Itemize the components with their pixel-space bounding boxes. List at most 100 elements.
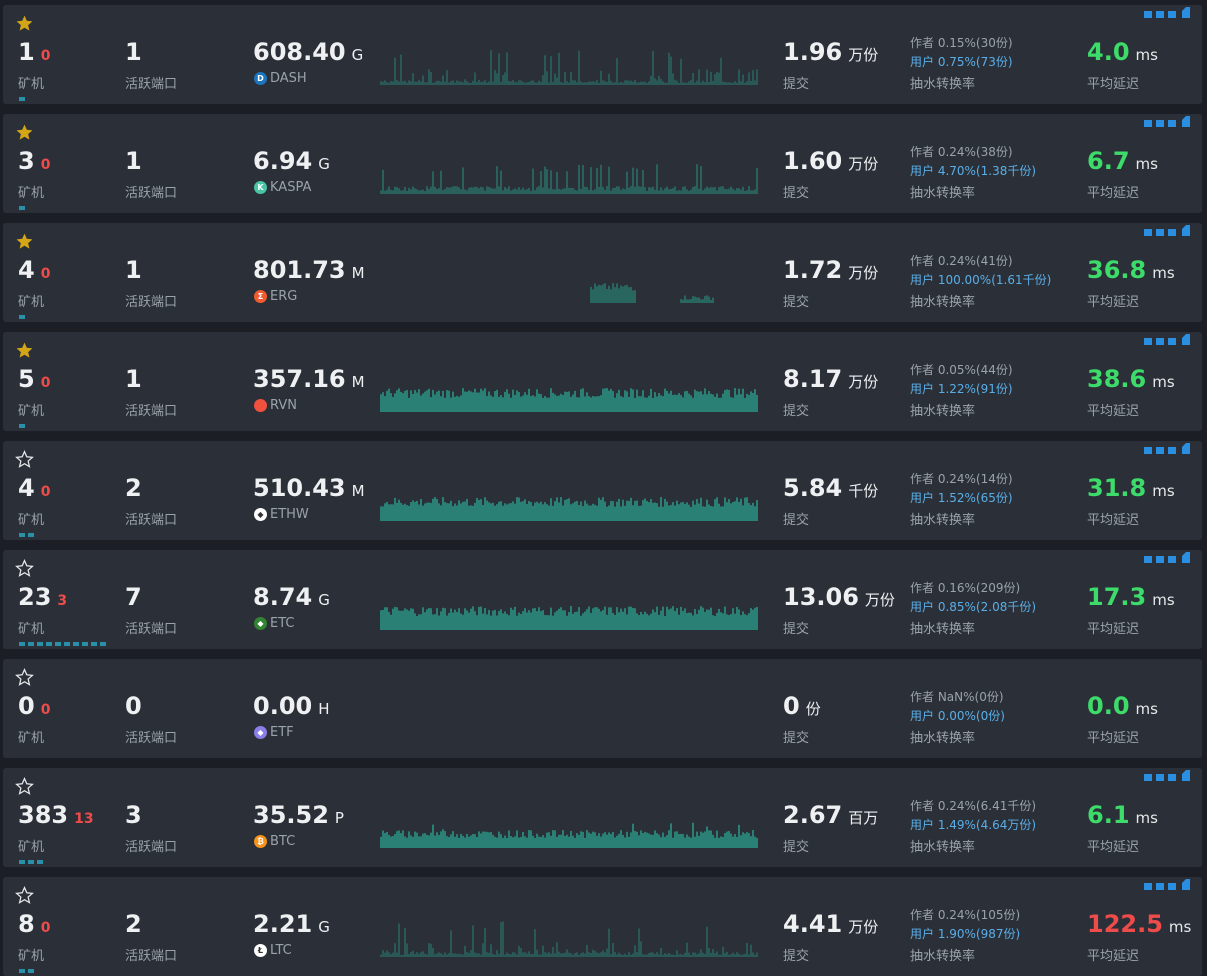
chart-bar bbox=[670, 390, 672, 412]
chart-bar bbox=[550, 498, 552, 521]
chart-bar bbox=[530, 954, 532, 957]
chart-bar bbox=[568, 612, 570, 630]
chart-bar bbox=[418, 504, 420, 521]
chart-bar bbox=[532, 608, 534, 630]
chart-bar bbox=[566, 171, 568, 194]
star-icon[interactable] bbox=[15, 559, 34, 578]
chart-bar bbox=[468, 390, 470, 412]
signal-icon bbox=[1144, 334, 1190, 345]
chart-bar bbox=[706, 186, 708, 194]
chart-bar bbox=[738, 388, 740, 412]
chart-bar bbox=[738, 609, 740, 630]
chart-bar bbox=[562, 188, 564, 194]
chart-bar bbox=[512, 952, 514, 957]
star-icon[interactable] bbox=[15, 886, 34, 905]
chart-bar bbox=[620, 82, 622, 85]
chart-bar bbox=[490, 944, 492, 957]
chart-bar bbox=[460, 503, 462, 521]
chart-bar bbox=[650, 388, 652, 412]
star-icon[interactable] bbox=[15, 450, 34, 469]
chart-bar bbox=[756, 952, 758, 957]
star-icon[interactable] bbox=[15, 232, 34, 251]
chart-bar bbox=[416, 832, 418, 848]
chart-bar bbox=[606, 948, 608, 957]
chart-bar bbox=[462, 614, 464, 630]
chart-bar bbox=[466, 391, 468, 412]
chart-bar bbox=[756, 69, 758, 85]
chart-bar bbox=[596, 80, 598, 85]
star-icon[interactable] bbox=[15, 777, 34, 796]
chart-bar bbox=[418, 954, 420, 957]
chart-bar bbox=[674, 505, 676, 521]
chart-bar bbox=[380, 506, 382, 521]
chart-bar bbox=[382, 392, 384, 412]
chart-bar bbox=[698, 69, 700, 85]
chart-bar bbox=[618, 833, 620, 848]
miner-bar bbox=[19, 424, 25, 428]
miner-dash bbox=[37, 642, 43, 646]
chart-bar bbox=[432, 389, 434, 412]
chart-bar bbox=[396, 186, 398, 194]
star-icon[interactable] bbox=[15, 14, 34, 33]
chart-bar bbox=[606, 834, 608, 848]
signal-icon bbox=[1144, 7, 1190, 18]
chart-bar bbox=[490, 187, 492, 194]
chart-bar bbox=[544, 502, 546, 521]
chart-bar bbox=[538, 503, 540, 521]
chart-bar bbox=[564, 952, 566, 957]
chart-bar bbox=[574, 501, 576, 521]
miner-dash bbox=[19, 969, 25, 973]
etf-icon: ◆ bbox=[254, 726, 267, 739]
hashrate: 357.16 M bbox=[253, 365, 365, 393]
star-icon[interactable] bbox=[15, 123, 34, 142]
chart-bar bbox=[490, 503, 492, 521]
chart-bar bbox=[496, 166, 498, 194]
chart-bar bbox=[618, 186, 620, 194]
chart-bar bbox=[450, 930, 452, 957]
chart-bar bbox=[696, 831, 698, 848]
chart-bar bbox=[652, 952, 654, 957]
chart-bar bbox=[414, 390, 416, 412]
pool-row[interactable]: 383 13 矿机 3 活跃端口 35.52 P ₿ BTC 2.67 百万 提交 作者… bbox=[3, 768, 1202, 867]
pool-row[interactable]: 23 3 矿机 7 活跃端口 8.74 G ◆ ETC 13.06 万份 提交 作者 0… bbox=[3, 550, 1202, 649]
chart-bar bbox=[722, 837, 724, 848]
chart-bar bbox=[622, 188, 624, 194]
chart-bar bbox=[466, 952, 468, 957]
chart-bar bbox=[418, 80, 420, 85]
chart-bar bbox=[592, 831, 594, 848]
chart-bar bbox=[622, 499, 624, 521]
chart-bar bbox=[620, 954, 622, 957]
chart-bar bbox=[652, 502, 654, 521]
chart-bar bbox=[688, 952, 690, 957]
chart-bar bbox=[728, 499, 730, 521]
chart-bar bbox=[740, 954, 742, 957]
author-fee: 作者 0.24%(6.41千份) bbox=[910, 799, 1037, 813]
chart-bar bbox=[670, 504, 672, 521]
chart-bar bbox=[478, 831, 480, 848]
miner-bar bbox=[19, 860, 43, 864]
chart-bar bbox=[442, 607, 444, 630]
chart-bar bbox=[450, 500, 452, 521]
chart-bar bbox=[474, 502, 476, 521]
chart-bar bbox=[608, 285, 610, 303]
chart-bar bbox=[604, 283, 606, 303]
chart-bar bbox=[716, 830, 718, 848]
chart-bar bbox=[526, 612, 528, 630]
chart-bar bbox=[484, 497, 486, 521]
chart-bar bbox=[560, 393, 562, 412]
chart-bar bbox=[678, 834, 680, 848]
chart-bar bbox=[436, 608, 438, 630]
chart-bar bbox=[678, 393, 680, 412]
chart-bar bbox=[636, 613, 638, 630]
chart-bar bbox=[712, 506, 714, 521]
star-icon[interactable] bbox=[15, 341, 34, 360]
star-icon[interactable] bbox=[15, 668, 34, 687]
author-fee: 作者 0.24%(105份) bbox=[910, 908, 1021, 922]
